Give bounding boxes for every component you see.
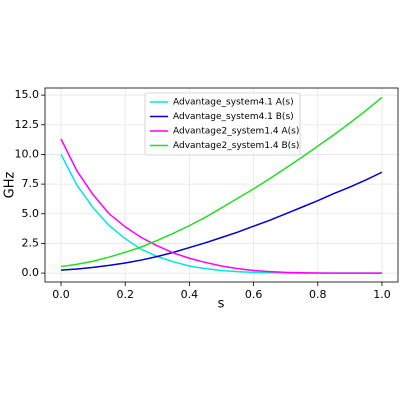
series-line — [60, 96, 383, 268]
series-line — [60, 138, 382, 274]
legend-label: Advantage2_system1.4 B(s) — [173, 141, 299, 151]
y-tick-label: 7.5 — [22, 177, 40, 190]
legend-label: Advantage_system4.1 A(s) — [173, 98, 294, 108]
x-axis-label: s — [218, 297, 225, 312]
series-line — [60, 171, 383, 271]
x-tick-label: 0.6 — [245, 288, 263, 301]
x-tick-label: 0.8 — [309, 288, 327, 301]
legend-label: Advantage2_system1.4 A(s) — [173, 127, 299, 137]
x-tick-label: 0.0 — [52, 288, 70, 301]
y-tick-label: 15.0 — [15, 88, 40, 101]
y-tick-label: 12.5 — [15, 118, 40, 131]
legend-label: Advantage_system4.1 B(s) — [173, 112, 294, 122]
y-tick-label: 2.5 — [22, 236, 40, 249]
y-tick-label: 5.0 — [22, 207, 40, 220]
legend-box — [144, 92, 301, 156]
x-tick-label: 1.0 — [373, 288, 391, 301]
y-tick-label: 10.0 — [15, 147, 40, 160]
x-tick-label: 0.4 — [181, 288, 199, 301]
legend: Advantage_system4.1 A(s) Advantage_system… — [144, 92, 301, 156]
y-tick-label: 0.0 — [22, 266, 40, 279]
y-axis-label: GHz — [3, 171, 18, 198]
x-tick-label: 0.2 — [116, 288, 134, 301]
plot-frame — [44, 87, 399, 283]
